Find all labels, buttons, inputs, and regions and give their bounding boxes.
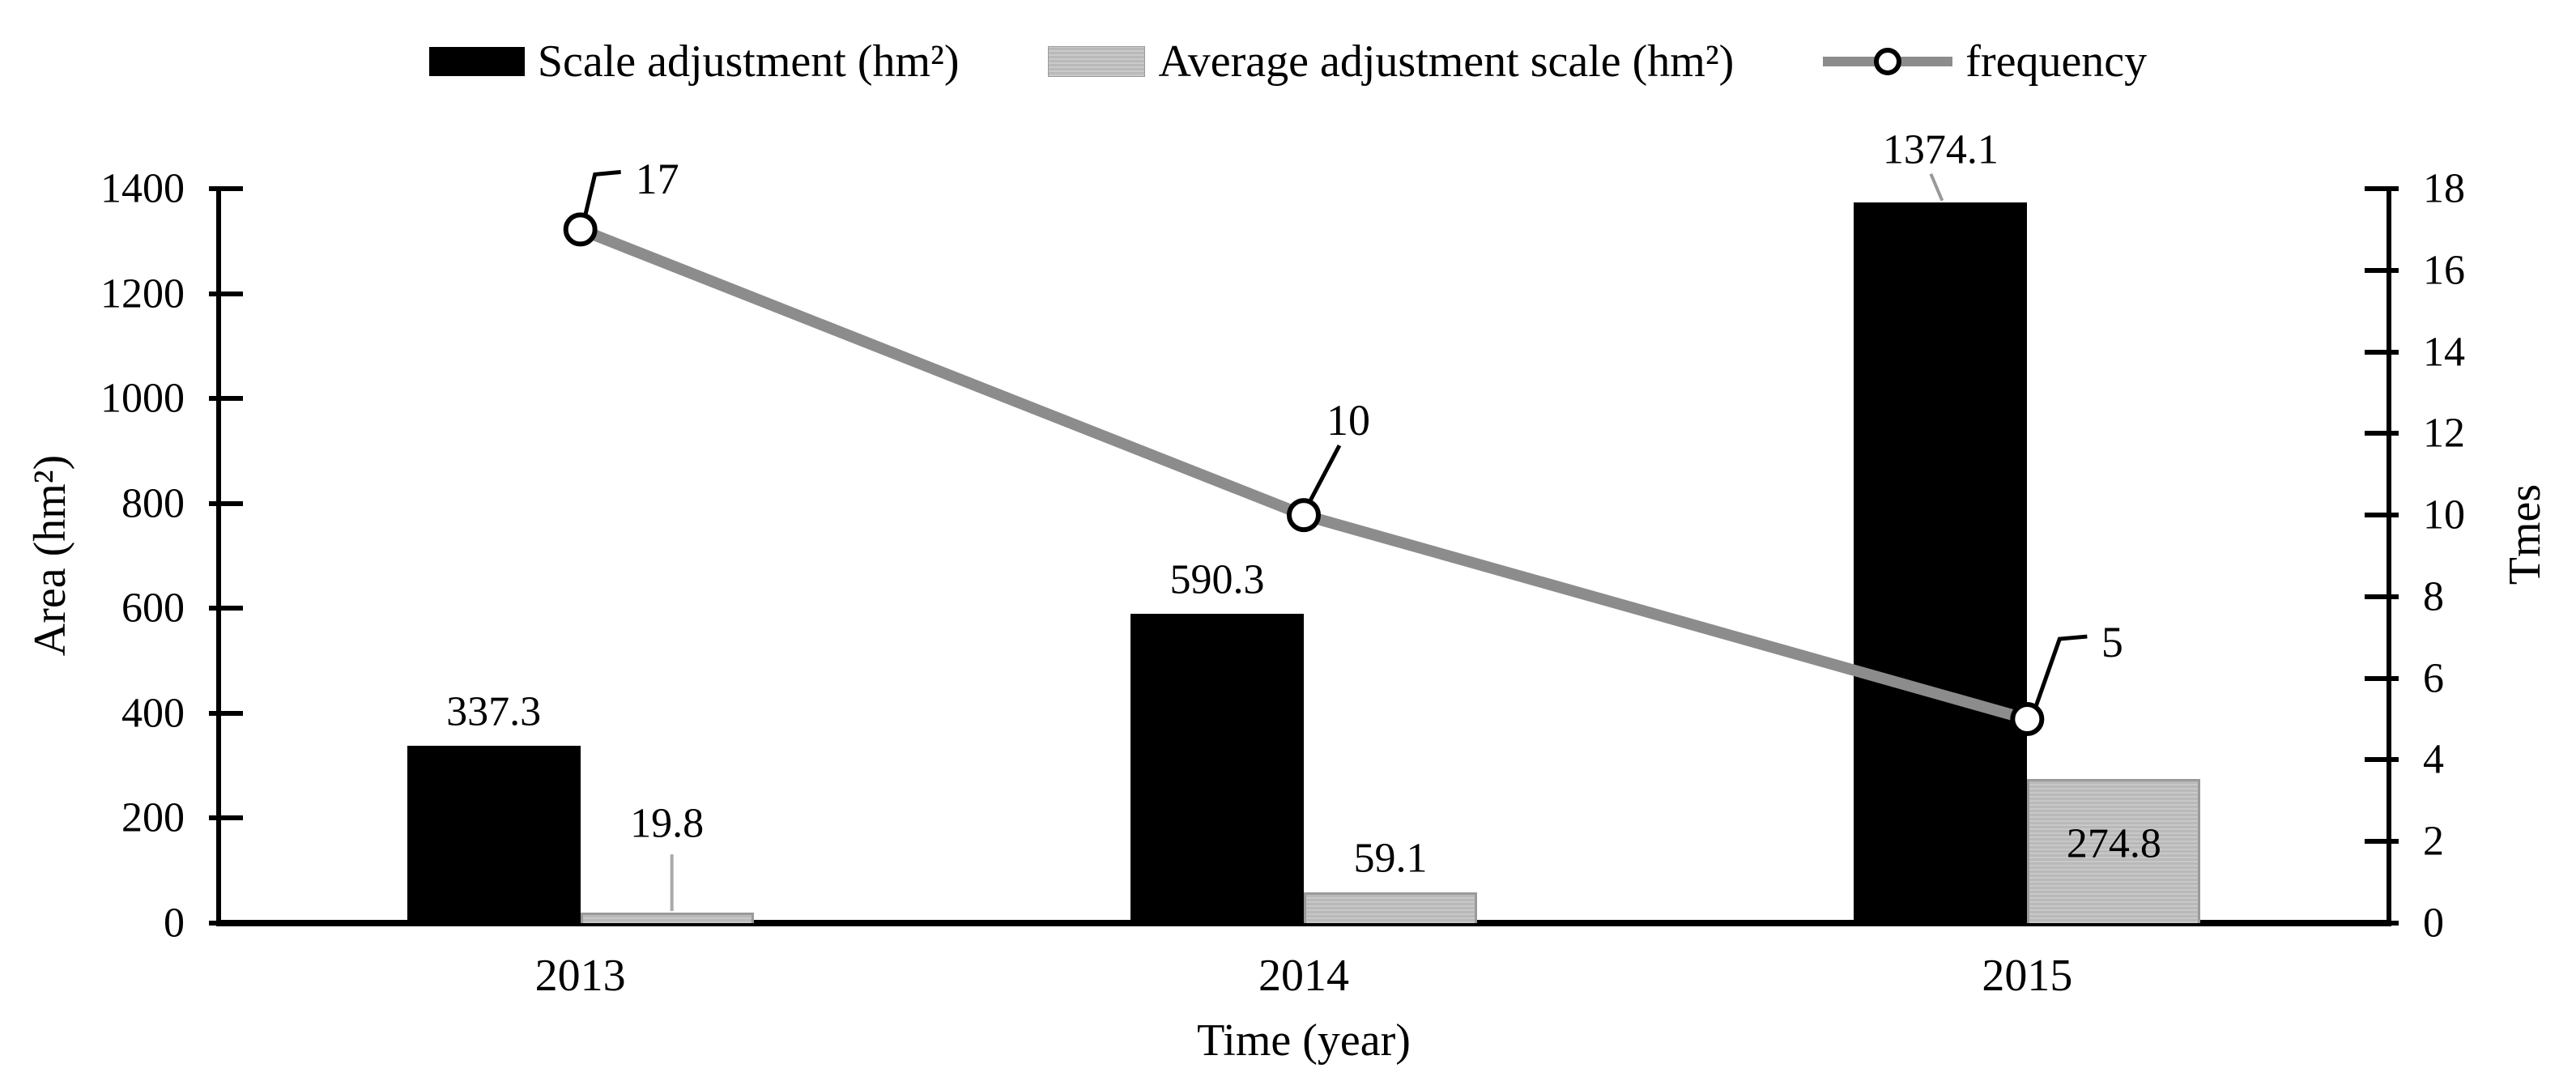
y-axis-right-tick-label: 16	[2423, 247, 2465, 294]
y-axis-left-tick	[209, 500, 243, 506]
y-axis-right-tick	[2365, 349, 2399, 355]
y-axis-left-tick-label: 1000	[100, 375, 185, 422]
x-axis-line	[216, 920, 2391, 926]
frequency-label-leader	[582, 169, 621, 219]
y-axis-right-tick-label: 18	[2423, 165, 2465, 212]
y-axis-left-tick-label: 200	[121, 794, 185, 841]
y-axis-left-tick	[209, 396, 243, 402]
legend-item-scale-adjustment: Scale adjustment (hm²)	[428, 36, 960, 87]
y-axis-right-tick-label: 8	[2423, 573, 2444, 620]
bar-value-label: 19.8	[630, 800, 705, 847]
y-axis-left-line	[216, 189, 221, 926]
y-axis-left-tick-label: 1200	[100, 270, 185, 317]
legend-item-frequency: frequency	[1823, 36, 2147, 87]
y-axis-left-tick	[209, 186, 243, 191]
y-axis-left-tick	[209, 921, 243, 926]
y-axis-right-tick-label: 10	[2423, 492, 2465, 538]
frequency-marker-2013	[563, 212, 598, 247]
legend: Scale adjustment (hm²) Average adjustmen…	[0, 36, 2576, 87]
y-axis-right-tick	[2365, 675, 2399, 681]
frequency-marker-2014	[1287, 498, 1321, 533]
y-axis-left-tick-label: 400	[121, 690, 185, 737]
x-axis-title: Time (year)	[1197, 1015, 1411, 1066]
y-axis-right-line	[2387, 189, 2391, 926]
frequency-line	[578, 223, 2029, 725]
x-axis-category-label: 2014	[1258, 951, 1349, 1001]
y-axis-left-tick-label: 0	[164, 900, 185, 947]
legend-label: Average adjustment scale (hm²)	[1158, 36, 1735, 87]
legend-swatch-line-marker-icon	[1823, 45, 1953, 78]
frequency-label-leader	[1306, 444, 1342, 505]
legend-swatch-gray-bar	[1048, 46, 1146, 77]
y-axis-right-tick	[2365, 267, 2399, 273]
frequency-value-label: 5	[2101, 618, 2123, 667]
bar-scale-adjustment-2013	[407, 746, 581, 923]
bar-scale-adjustment-2015	[1854, 202, 2028, 923]
bar-label-leader	[1929, 172, 1944, 202]
y-axis-right-tick	[2365, 757, 2399, 763]
legend-item-average-adjustment-scale: Average adjustment scale (hm²)	[1048, 36, 1734, 87]
y-axis-right-tick-label: 4	[2423, 736, 2444, 783]
y-axis-right-tick	[2365, 594, 2399, 599]
bar-value-label: 1374.1	[1882, 126, 1999, 173]
y-axis-right-tick-label: 2	[2423, 818, 2444, 865]
bar-average-adjustment-scale-2015	[2027, 778, 2201, 923]
legend-label: Scale adjustment (hm²)	[537, 36, 960, 87]
frequency-value-label: 17	[635, 155, 679, 204]
y-axis-right-tick-label: 0	[2423, 900, 2444, 947]
bar-average-adjustment-scale-2014	[1304, 892, 1477, 923]
bar-value-label: 590.3	[1169, 556, 1265, 603]
x-axis-category-label: 2015	[1982, 951, 2073, 1001]
y-axis-right-tick-label: 14	[2423, 329, 2465, 376]
y-axis-left-tick	[209, 291, 243, 296]
y-axis-right-tick	[2365, 513, 2399, 518]
frequency-marker-2015	[2010, 702, 2045, 737]
y-axis-left-tick-label: 800	[121, 480, 185, 527]
bar-value-label: 337.3	[446, 688, 542, 735]
x-axis-category-label: 2013	[534, 951, 626, 1001]
y-axis-right-tick-label: 6	[2423, 655, 2444, 702]
y-axis-right-tick	[2365, 921, 2399, 926]
y-axis-right-tick	[2365, 839, 2399, 845]
legend-label: frequency	[1965, 36, 2148, 87]
y-axis-left-tick-label: 1400	[100, 165, 185, 212]
frequency-label-leader	[2031, 634, 2088, 713]
bar-average-adjustment-scale-2013	[580, 913, 754, 923]
legend-swatch-black-bar	[428, 47, 525, 76]
y-axis-right-tick-label: 12	[2423, 410, 2465, 457]
frequency-value-label: 10	[1326, 396, 1370, 445]
bar-value-label: 274.8	[2066, 820, 2161, 867]
y-axis-left-tick	[209, 606, 243, 611]
y-axis-left-tick	[209, 710, 243, 716]
bar-scale-adjustment-2014	[1130, 613, 1304, 923]
bar-value-label: 59.1	[1353, 835, 1428, 882]
y-axis-right-tick	[2365, 431, 2399, 436]
y-axis-left-tick-label: 600	[121, 585, 185, 632]
y-axis-right-tick	[2365, 186, 2399, 191]
y-axis-left-tick	[209, 815, 243, 821]
